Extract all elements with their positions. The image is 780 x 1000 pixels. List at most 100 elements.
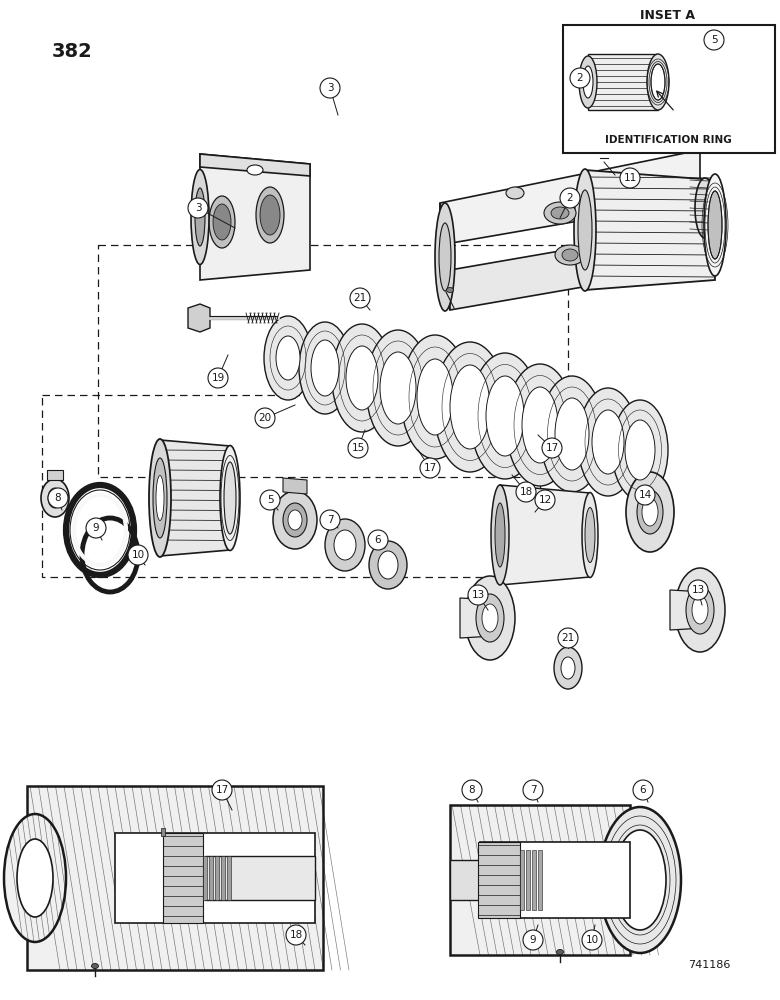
Ellipse shape xyxy=(334,530,356,560)
Text: 5: 5 xyxy=(267,495,273,505)
Polygon shape xyxy=(200,154,310,176)
Ellipse shape xyxy=(209,196,235,248)
Ellipse shape xyxy=(506,187,524,199)
Ellipse shape xyxy=(378,551,398,579)
Ellipse shape xyxy=(224,462,236,534)
Text: 18: 18 xyxy=(519,487,533,497)
Circle shape xyxy=(468,585,488,605)
Ellipse shape xyxy=(369,541,407,589)
Bar xyxy=(532,850,536,910)
Bar xyxy=(538,850,542,910)
Text: 15: 15 xyxy=(351,443,364,453)
Ellipse shape xyxy=(273,491,317,549)
Ellipse shape xyxy=(366,330,430,446)
Text: INSET A: INSET A xyxy=(640,9,696,22)
Ellipse shape xyxy=(434,342,506,472)
Polygon shape xyxy=(200,154,310,280)
Ellipse shape xyxy=(450,365,490,449)
Text: 6: 6 xyxy=(640,785,647,795)
Text: 741186: 741186 xyxy=(688,960,730,970)
Polygon shape xyxy=(440,150,700,245)
Polygon shape xyxy=(163,833,203,923)
Ellipse shape xyxy=(592,410,624,474)
Text: 17: 17 xyxy=(545,443,558,453)
Circle shape xyxy=(320,510,340,530)
Circle shape xyxy=(320,78,340,98)
Circle shape xyxy=(208,368,228,388)
Circle shape xyxy=(462,780,482,800)
Text: 9: 9 xyxy=(93,523,99,533)
Ellipse shape xyxy=(439,223,451,291)
Text: 10: 10 xyxy=(132,550,144,560)
Ellipse shape xyxy=(704,174,726,276)
Ellipse shape xyxy=(311,340,339,396)
Text: 17: 17 xyxy=(215,785,229,795)
Ellipse shape xyxy=(482,604,498,632)
Ellipse shape xyxy=(470,353,540,479)
Polygon shape xyxy=(500,485,590,585)
Circle shape xyxy=(255,408,275,428)
Text: 11: 11 xyxy=(623,173,636,183)
Text: 9: 9 xyxy=(530,935,537,945)
Circle shape xyxy=(86,518,106,538)
Text: 5: 5 xyxy=(711,35,718,45)
Circle shape xyxy=(688,580,708,600)
Circle shape xyxy=(348,438,368,458)
Ellipse shape xyxy=(41,479,69,517)
Ellipse shape xyxy=(213,204,231,240)
Ellipse shape xyxy=(686,586,714,634)
Ellipse shape xyxy=(555,245,585,265)
Text: 7: 7 xyxy=(530,785,537,795)
Bar xyxy=(209,856,213,900)
Ellipse shape xyxy=(651,64,665,100)
Circle shape xyxy=(570,68,590,88)
Ellipse shape xyxy=(583,66,593,98)
Polygon shape xyxy=(47,470,63,480)
Polygon shape xyxy=(188,304,210,332)
Text: 3: 3 xyxy=(195,203,201,213)
Circle shape xyxy=(212,780,232,800)
Ellipse shape xyxy=(585,508,595,562)
Ellipse shape xyxy=(332,324,392,432)
Bar xyxy=(563,25,775,153)
Bar xyxy=(450,805,630,955)
Text: IDENTIFICATION RING: IDENTIFICATION RING xyxy=(604,135,732,145)
Text: 2: 2 xyxy=(576,73,583,83)
Ellipse shape xyxy=(612,400,668,500)
Ellipse shape xyxy=(325,519,365,571)
Text: 13: 13 xyxy=(471,590,484,600)
Polygon shape xyxy=(450,225,710,310)
Ellipse shape xyxy=(91,964,98,968)
Ellipse shape xyxy=(380,352,416,424)
Ellipse shape xyxy=(283,503,307,537)
Text: 20: 20 xyxy=(258,413,271,423)
Ellipse shape xyxy=(563,194,577,204)
Text: 3: 3 xyxy=(327,83,333,93)
Ellipse shape xyxy=(48,488,62,508)
Ellipse shape xyxy=(156,476,164,520)
Bar xyxy=(205,856,315,900)
Ellipse shape xyxy=(574,169,596,291)
Text: 382: 382 xyxy=(52,42,93,61)
Polygon shape xyxy=(460,598,495,638)
Ellipse shape xyxy=(149,439,171,557)
Text: 13: 13 xyxy=(691,585,704,595)
Ellipse shape xyxy=(582,492,598,578)
Ellipse shape xyxy=(417,359,453,435)
Ellipse shape xyxy=(578,388,638,496)
Ellipse shape xyxy=(556,950,563,954)
Circle shape xyxy=(128,545,148,565)
Text: 7: 7 xyxy=(327,515,333,525)
Circle shape xyxy=(286,925,306,945)
Ellipse shape xyxy=(346,346,378,410)
Circle shape xyxy=(620,168,640,188)
Bar xyxy=(42,395,540,577)
Ellipse shape xyxy=(695,178,715,238)
Circle shape xyxy=(523,930,543,950)
Ellipse shape xyxy=(522,387,558,463)
Text: 18: 18 xyxy=(289,930,303,940)
Bar xyxy=(526,850,530,910)
Polygon shape xyxy=(478,842,520,918)
Text: 10: 10 xyxy=(586,935,598,945)
Ellipse shape xyxy=(4,814,66,942)
